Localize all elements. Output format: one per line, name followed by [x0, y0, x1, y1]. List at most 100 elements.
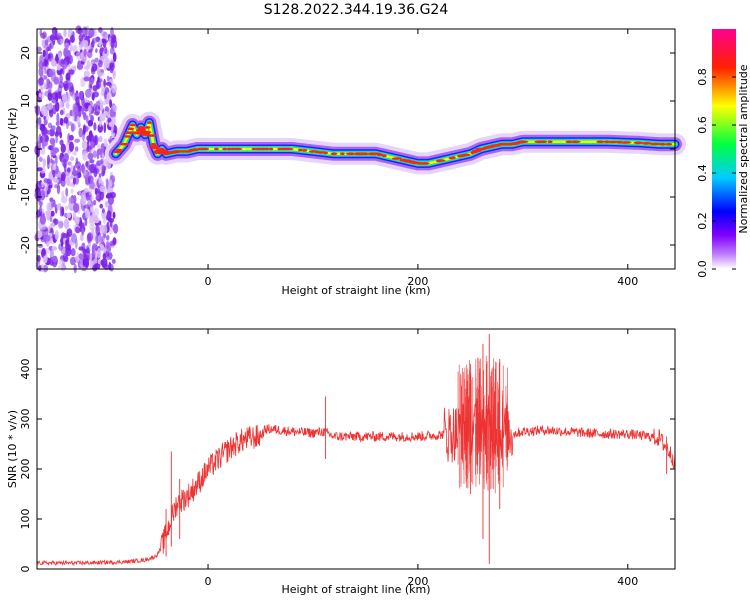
noise-blob: [39, 55, 45, 64]
noise-blob: [39, 123, 46, 132]
noise-blob: [52, 255, 58, 263]
noise-blob: [60, 143, 66, 153]
noise-blob: [98, 177, 102, 185]
ridge-peak: [376, 153, 384, 157]
noise-blob: [69, 256, 76, 266]
noise-blob: [87, 105, 92, 114]
noise-blob: [63, 47, 68, 58]
noise-blob: [51, 202, 54, 208]
noise-blob: [108, 179, 113, 188]
colorbar-tick-label: 0.8: [696, 68, 709, 86]
colorbar-tick-label: 0.4: [696, 164, 709, 182]
noise-blob: [75, 51, 82, 60]
noise-blob: [112, 52, 117, 63]
noise-blob: [72, 177, 76, 185]
noise-blob: [68, 196, 75, 204]
y-tick-label: 0: [19, 146, 32, 153]
noise-blob: [72, 110, 75, 122]
noise-blob: [78, 189, 82, 196]
ridge-peak: [540, 140, 548, 144]
noise-blob: [58, 52, 62, 59]
noise-blob: [61, 190, 65, 199]
ridge-peak: [301, 149, 308, 152]
colorbar: 0.0 0.2 0.4 0.6 0.8 Normalized spectral ampl…: [696, 29, 750, 278]
ridge-peak: [226, 147, 232, 151]
noise-blob: [99, 203, 103, 209]
noise-blob: [72, 211, 76, 219]
ridge-peak: [129, 123, 136, 127]
ridge-peak: [123, 135, 132, 138]
noise-blob: [59, 206, 63, 217]
noise-blob: [68, 69, 75, 75]
noise-blob: [42, 158, 46, 168]
noise-blob: [83, 76, 90, 82]
noise-blob: [65, 243, 72, 251]
noise-blob: [90, 140, 94, 148]
noise-blob: [58, 80, 64, 89]
noise-blob: [59, 109, 64, 116]
noise-blob: [63, 116, 69, 124]
noise-blob: [65, 102, 70, 109]
colorbar-gradient: [712, 29, 736, 269]
noise-blob: [105, 234, 110, 241]
noise-blob: [82, 26, 88, 38]
y-tick-label: 200: [19, 459, 32, 480]
ridge-peak: [147, 121, 152, 124]
snr-panel: 0 200 400 0 100 200 300 400 Height of straight …: [6, 328, 676, 596]
noise-blob: [57, 91, 62, 99]
y-tick-label: 400: [19, 359, 32, 380]
noise-blob: [93, 199, 97, 206]
ridge-peak: [424, 162, 429, 165]
noise-blob: [46, 202, 52, 213]
noise-blob: [109, 227, 113, 235]
y-tick-label: 300: [19, 409, 32, 430]
ridge-peak: [139, 129, 147, 132]
noise-blob: [95, 224, 100, 236]
noise-blob: [85, 115, 89, 124]
noise-blob: [36, 167, 43, 172]
noise-blob: [47, 181, 53, 188]
noise-blob: [47, 154, 50, 165]
noise-blob: [52, 164, 57, 171]
noise-blob: [49, 248, 54, 260]
noise-blob: [98, 27, 103, 33]
noise-blob: [36, 230, 43, 239]
noise-blob: [86, 245, 89, 254]
noise-blob: [74, 146, 79, 152]
noise-blob: [78, 253, 84, 260]
noise-blob: [73, 165, 76, 173]
noise-blob: [84, 218, 88, 227]
noise-blob: [93, 207, 99, 217]
noise-blob: [80, 195, 87, 206]
ridge-peak: [281, 147, 294, 151]
spectrogram-xlabel: Height of straight line (km): [281, 284, 430, 297]
noise-blob: [112, 104, 118, 112]
noise-blob: [53, 76, 60, 85]
noise-blob: [59, 139, 64, 146]
noise-blob: [74, 216, 80, 225]
noise-blob: [62, 93, 67, 104]
ridge-peak: [140, 130, 152, 134]
noise-blob: [48, 43, 52, 52]
noise-blob: [50, 143, 55, 151]
noise-blob: [51, 92, 58, 100]
noise-blob: [98, 72, 105, 77]
noise-blob: [49, 108, 54, 118]
noise-blob: [90, 195, 94, 200]
ridge-peak: [436, 159, 446, 162]
noise-blob: [45, 110, 49, 118]
noise-blob: [43, 115, 46, 120]
noise-blob: [89, 159, 95, 164]
noise-blob: [53, 178, 59, 184]
noise-blob: [95, 234, 100, 245]
ridge-peak: [144, 126, 151, 129]
noise-blob: [44, 186, 47, 197]
noise-blob: [109, 263, 114, 272]
noise-blob: [46, 78, 51, 85]
noise-blob: [68, 82, 74, 93]
noise-blob: [39, 205, 42, 216]
ridge-peak: [517, 140, 529, 144]
colorbar-ticks: 0.0 0.2 0.4 0.6 0.8: [696, 68, 736, 278]
snr-background: [37, 329, 675, 569]
noise-blob: [83, 48, 87, 57]
